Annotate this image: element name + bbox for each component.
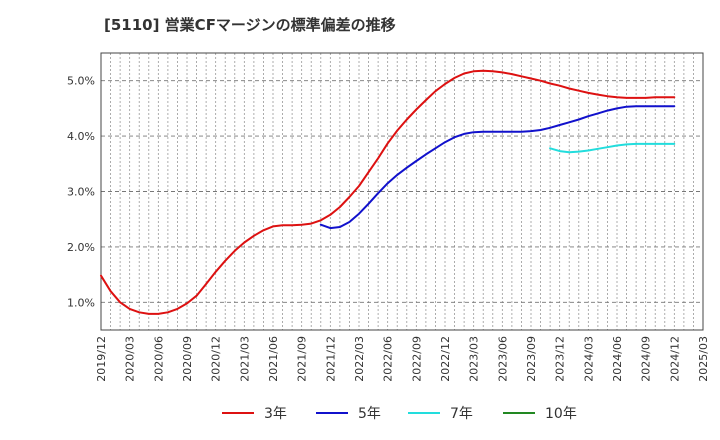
x-tick-label: 2023/06	[496, 336, 509, 382]
x-tick-label: 2020/06	[152, 336, 165, 382]
x-tick-label: 2021/03	[238, 336, 251, 382]
y-tick-label: 4.0%	[67, 130, 95, 143]
x-tick-label: 2023/12	[554, 336, 567, 382]
x-tick-label: 2024/06	[611, 336, 624, 382]
x-tick-label: 2024/03	[582, 336, 595, 382]
x-tick-label: 2020/03	[124, 336, 137, 382]
y-tick-label: 5.0%	[67, 75, 95, 88]
y-axis: 1.0% 2.0% 3.0% 4.0% 5.0%	[67, 75, 95, 310]
y-tick-label: 2.0%	[67, 241, 95, 254]
x-tick-label: 2021/06	[267, 336, 280, 382]
x-tick-label: 2024/09	[640, 336, 653, 382]
x-tick-label: 2021/12	[324, 336, 337, 382]
legend-label-0: 3年	[264, 406, 287, 422]
x-tick-label: 2023/09	[525, 336, 538, 382]
x-axis: 2019/12 2020/03 2020/06 2020/09 2020/12 2021/…	[95, 336, 710, 382]
x-tick-label: 2021/09	[296, 336, 309, 382]
series-line-1	[319, 105, 676, 230]
legend-label-3: 10年	[545, 406, 577, 422]
y-tick-label: 3.0%	[67, 186, 95, 199]
x-tick-label: 2019/12	[95, 336, 108, 382]
x-tick-label: 2020/09	[181, 336, 194, 382]
series-line-2	[549, 142, 676, 154]
x-tick-label: 2022/06	[382, 336, 395, 382]
x-tick-label: 2022/09	[410, 336, 423, 382]
legend-label-2: 7年	[450, 406, 473, 422]
grid	[101, 53, 703, 330]
legend: 3年 5年 7年 10年	[222, 406, 577, 422]
series-lines	[100, 69, 676, 315]
x-tick-label: 2025/03	[697, 336, 710, 382]
x-tick-label: 2024/12	[668, 336, 681, 382]
x-tick-label: 2022/12	[439, 336, 452, 382]
plot-frame	[100, 52, 704, 331]
series-line-0	[100, 69, 676, 315]
chart-title: [5110] 営業CFマージンの標準偏差の推移	[104, 16, 396, 34]
y-tick-label: 1.0%	[67, 296, 95, 309]
x-tick-label: 2023/03	[468, 336, 481, 382]
x-tick-label: 2020/12	[210, 336, 223, 382]
legend-label-1: 5年	[358, 406, 381, 422]
x-tick-label: 2022/03	[353, 336, 366, 382]
